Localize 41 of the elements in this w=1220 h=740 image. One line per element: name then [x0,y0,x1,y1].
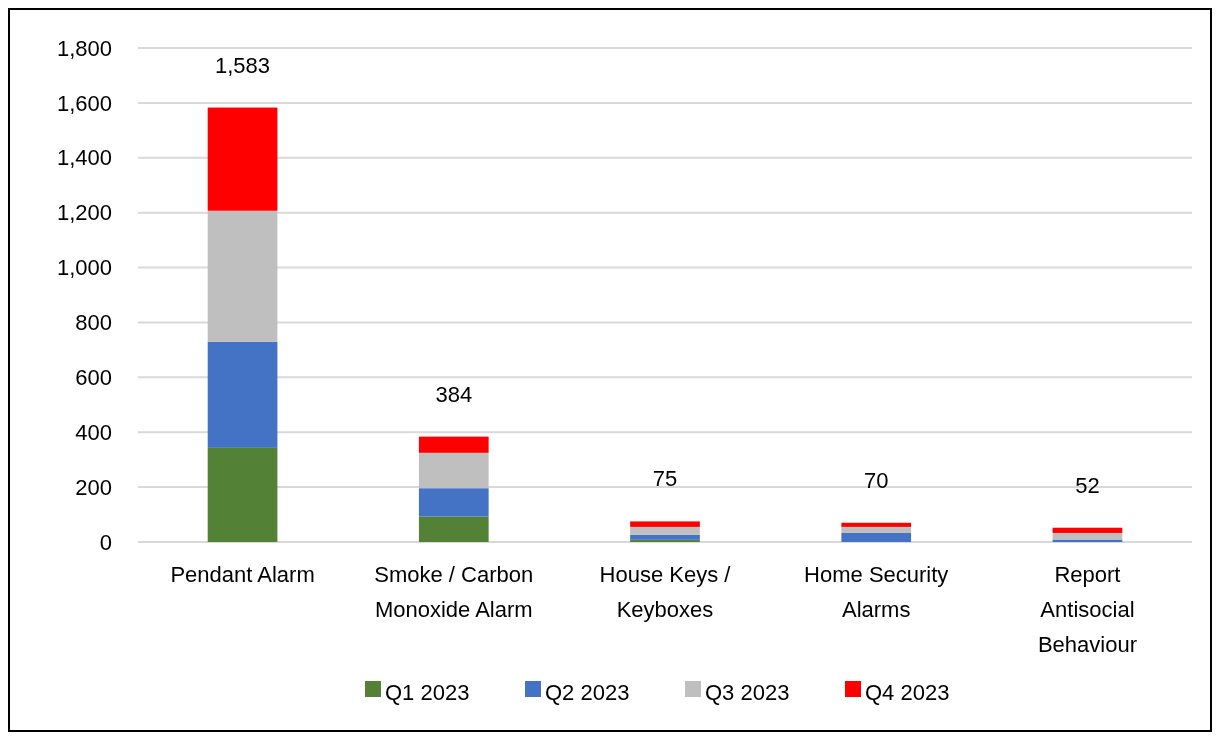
legend-label: Q1 2023 [385,679,470,705]
bar [841,522,912,527]
bar [841,526,912,533]
bar [207,447,278,542]
y-tick-label: 1,400 [56,145,112,171]
x-tick-label: Home Security Alarms [804,562,949,622]
bar [1052,527,1123,533]
bar [1052,532,1123,540]
legend-label: Q4 2023 [865,679,950,705]
x-tick-label: Pendant Alarm [170,562,315,587]
y-tick-label: 800 [75,310,112,336]
y-tick-label: 400 [75,419,112,445]
total-label: 70 [863,467,889,493]
legend-label: Q3 2023 [705,679,790,705]
bar [630,526,700,535]
y-tick-label: 1,600 [56,90,112,116]
bar [418,452,489,489]
total-label: 75 [652,466,678,492]
bar [418,436,489,453]
bar [207,107,278,211]
x-tick-label: House Keys / Keyboxes [599,562,732,622]
y-tick-label: 200 [75,474,112,500]
total-label: 1,583 [215,52,271,78]
y-tick-label: 0 [99,529,112,555]
bar [418,516,489,542]
bar [630,534,700,540]
bar [207,341,278,448]
y-tick-label: 600 [75,365,112,391]
bar [207,210,278,342]
x-tick-label: Report Antisocial Behaviour [1037,562,1137,657]
bar [630,539,700,542]
bar [841,532,912,542]
y-tick-label: 1,800 [56,35,112,61]
legend-label: Q2 2023 [545,679,630,705]
bar [418,488,489,517]
x-tick-label: Smoke / Carbon Monoxide Alarm [374,562,534,622]
bar [630,521,700,527]
total-label: 384 [435,381,473,407]
total-label: 52 [1075,472,1100,498]
y-tick-label: 1,200 [56,200,112,226]
y-tick-label: 1,000 [56,255,112,281]
